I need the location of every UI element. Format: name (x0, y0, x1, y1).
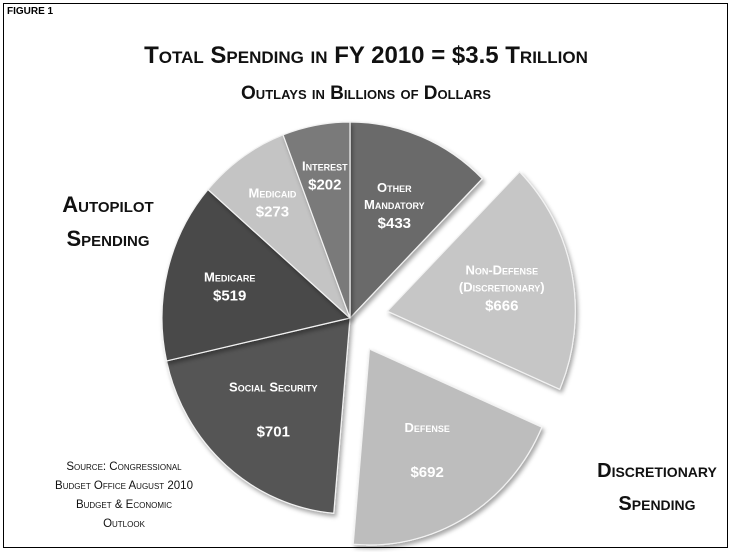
slice-label: Social Security (229, 379, 317, 394)
slice-value-label: $666 (485, 298, 518, 315)
slice-value-label: $433 (378, 215, 411, 232)
chart-subtitle: Outlays in Billions of Dollars (241, 83, 491, 104)
pie-slice-interest (282, 121, 351, 319)
autopilot-spending-label: Autopilot Spending (38, 188, 178, 256)
source-line3: Budget & Economic (75, 499, 173, 511)
autopilot-line2: Spending (66, 226, 150, 251)
chart-title: Total Spending in FY 2010 = $3.5 Trillio… (144, 42, 588, 69)
slice-value-label: $692 (410, 464, 443, 481)
pie-slice-medicare (161, 188, 352, 362)
slice-value-label: $202 (308, 176, 341, 193)
slice-label: Other (377, 180, 412, 195)
pie-slice-social-security (165, 317, 351, 514)
pie-slice-medicaid (207, 134, 351, 319)
slice-value-label: $701 (257, 423, 290, 440)
figure-label: FIGURE 1 (7, 6, 54, 17)
slice-label: (Discretionary) (459, 280, 545, 295)
pie-slice-non-defense-discretionary (386, 171, 576, 391)
source-line1: Source: Congressional (66, 461, 182, 473)
slice-label: Non-Defense (465, 263, 538, 278)
slice-label: Medicare (204, 269, 255, 284)
slice-label: Medicaid (249, 185, 297, 200)
source-line4: Outlook (103, 518, 145, 530)
source-note: Source: Congressional Budget Office Augu… (24, 458, 224, 534)
discretionary-spending-label: Discretionary Spending (572, 455, 732, 521)
pie-slice-other-mandatory (349, 121, 484, 320)
slice-label: Interest (302, 158, 348, 173)
pie-slice-defense (352, 348, 543, 546)
source-line2: Budget Office August 2010 (55, 480, 193, 492)
slice-value-label: $273 (256, 203, 289, 220)
discretionary-line1: Discretionary (597, 460, 717, 482)
slice-label: Defense (404, 420, 449, 435)
discretionary-line2: Spending (618, 493, 696, 515)
autopilot-line1: Autopilot (62, 192, 154, 217)
slice-label: Mandatory (364, 197, 425, 212)
slice-value-label: $519 (213, 287, 246, 304)
